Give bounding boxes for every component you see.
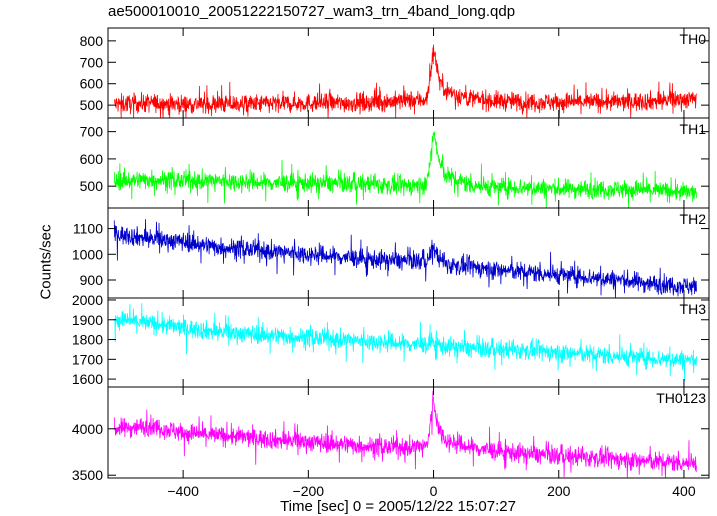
panel-frame-th1 <box>107 117 710 209</box>
y-tick-label-th3: 1600 <box>72 371 103 387</box>
panel-label-th2: TH2 <box>680 211 707 227</box>
x-tick-label: 0 <box>430 483 438 499</box>
y-tick-label-th0: 700 <box>80 54 104 70</box>
x-axis-label: Time [sec] 0 = 2005/12/22 15:07:27 <box>280 498 516 515</box>
y-tick-label-th3: 1700 <box>72 351 103 367</box>
x-tick-label: −200 <box>293 483 325 499</box>
y-tick-label-th3: 1800 <box>72 332 103 348</box>
y-tick-label-th3: 1900 <box>72 312 103 328</box>
y-tick-label-th1: 700 <box>80 124 104 140</box>
series-th3 <box>114 303 697 381</box>
y-tick-label-th2: 1000 <box>72 246 103 262</box>
x-tick-label: 400 <box>672 483 696 499</box>
panel-label-th3: TH3 <box>680 301 707 317</box>
y-tick-label-th0: 500 <box>80 97 104 113</box>
y-tick-label-th0: 600 <box>80 76 104 92</box>
y-tick-label-th1: 500 <box>80 178 104 194</box>
y-tick-label-th1: 600 <box>80 151 104 167</box>
panel-frame-th0123 <box>107 386 710 479</box>
x-tick-label: −400 <box>167 483 199 499</box>
series-th1 <box>113 131 697 209</box>
y-tick-label-th0: 800 <box>80 33 104 49</box>
series-th0123 <box>113 390 697 479</box>
panel-label-th0123: TH0123 <box>656 390 706 406</box>
y-tick-label-th3: 2000 <box>72 292 103 308</box>
y-tick-label-th0123: 4000 <box>72 421 103 437</box>
series-th2 <box>113 219 697 299</box>
panel-label-th1: TH1 <box>680 121 707 137</box>
y-tick-label-th2: 1100 <box>73 221 103 237</box>
x-tick-label: 200 <box>547 483 571 499</box>
chart-title: ae500010010_20051222150727_wam3_trn_4ban… <box>108 3 516 20</box>
series-th0 <box>113 44 697 119</box>
y-tick-label-th0123: 3500 <box>72 467 103 483</box>
panel-label-th0: TH0 <box>680 31 707 47</box>
y-tick-label-th2: 900 <box>80 272 104 288</box>
